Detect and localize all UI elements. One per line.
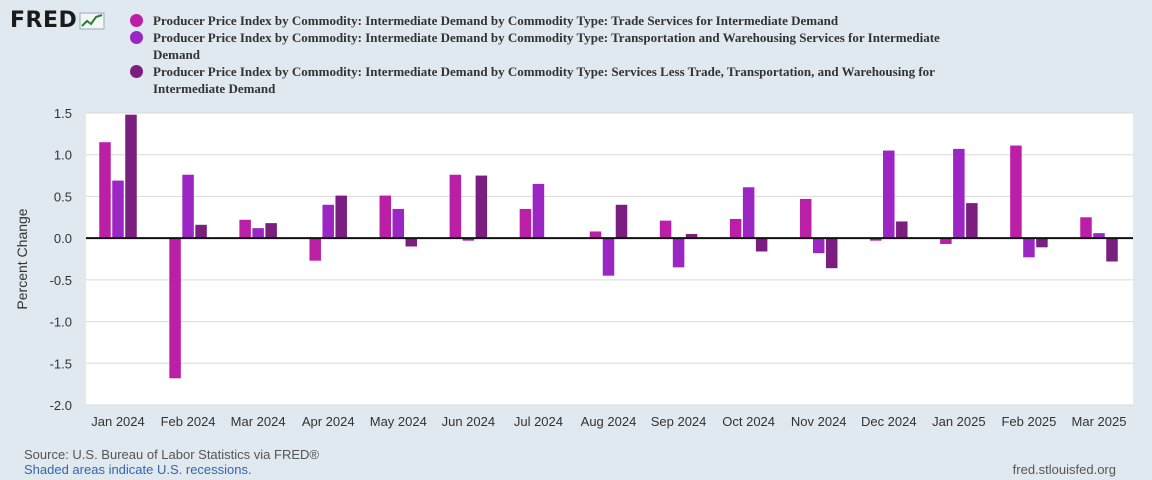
bar bbox=[265, 223, 277, 239]
x-tick-label: Nov 2024 bbox=[791, 414, 847, 429]
y-tick-label: -1.5 bbox=[50, 356, 72, 371]
bar bbox=[755, 238, 768, 252]
bar bbox=[532, 183, 545, 239]
y-tick-label: -2.0 bbox=[50, 398, 72, 413]
bar bbox=[896, 221, 908, 239]
legend-dot-icon bbox=[130, 31, 143, 44]
x-tick-label: Mar 2024 bbox=[231, 414, 286, 429]
x-tick-label: Aug 2024 bbox=[581, 414, 637, 429]
y-tick-label: -0.5 bbox=[50, 273, 72, 288]
bar bbox=[169, 238, 181, 379]
fred-url-link[interactable]: fred.stlouisfed.org bbox=[1012, 462, 1116, 477]
bar bbox=[966, 203, 978, 239]
x-tick-label: Jan 2025 bbox=[932, 414, 986, 429]
bar bbox=[405, 238, 418, 247]
bar bbox=[195, 224, 207, 239]
bar bbox=[449, 174, 462, 239]
legend-label-line1: Producer Price Index by Commodity: Inter… bbox=[153, 30, 940, 45]
bar bbox=[125, 114, 137, 239]
x-tick-label: Apr 2024 bbox=[302, 414, 355, 429]
source-note: Source: U.S. Bureau of Labor Statistics … bbox=[24, 447, 319, 462]
legend-label-line1: Producer Price Index by Commodity: Inter… bbox=[153, 64, 935, 79]
bar bbox=[1023, 238, 1035, 258]
x-tick-label: Dec 2024 bbox=[861, 414, 917, 429]
legend-item-trade-services[interactable]: Producer Price Index by Commodity: Inter… bbox=[130, 12, 1010, 29]
legend-label-line2: Demand bbox=[153, 47, 200, 62]
bar bbox=[940, 238, 952, 244]
y-tick-label: -1.0 bbox=[50, 315, 72, 330]
bar bbox=[392, 208, 405, 239]
bar bbox=[615, 204, 628, 239]
y-tick-label: 1.5 bbox=[54, 106, 72, 121]
bar-chart[interactable]: 1.5 1.0 0.5 0.0 -0.5 -1.0 -1.5 -2.0 Percent Chan… bbox=[0, 0, 1152, 440]
legend-label-line1: Producer Price Index by Commodity: Inter… bbox=[153, 13, 839, 28]
y-tick-label: 0.0 bbox=[54, 231, 72, 246]
bar bbox=[953, 148, 965, 239]
bar bbox=[602, 238, 615, 276]
recession-note: Shaded areas indicate U.S. recessions. bbox=[24, 462, 252, 477]
chart-legend: Producer Price Index by Commodity: Inter… bbox=[130, 12, 1010, 97]
fred-logo-text: FRED bbox=[10, 8, 78, 33]
bar bbox=[812, 238, 825, 254]
bar bbox=[252, 228, 264, 239]
bar bbox=[883, 150, 895, 239]
bar bbox=[322, 204, 334, 239]
y-tick-label: 1.0 bbox=[54, 148, 72, 163]
x-tick-label: Jun 2024 bbox=[442, 414, 496, 429]
y-tick-label: 0.5 bbox=[54, 189, 72, 204]
x-tick-label: Mar 2025 bbox=[1072, 414, 1127, 429]
bar bbox=[659, 220, 672, 239]
bar bbox=[182, 174, 194, 239]
x-tick-label: Jan 2024 bbox=[91, 414, 145, 429]
bar bbox=[112, 180, 124, 239]
bar bbox=[729, 218, 742, 239]
x-tick-label: May 2024 bbox=[370, 414, 427, 429]
fred-logo[interactable]: FRED bbox=[10, 8, 105, 33]
bar bbox=[1080, 217, 1092, 239]
legend-dot-icon bbox=[130, 65, 143, 78]
bar bbox=[799, 198, 812, 239]
x-tick-label: Jul 2024 bbox=[514, 414, 563, 429]
x-tick-label: Sep 2024 bbox=[651, 414, 707, 429]
bar bbox=[309, 238, 321, 261]
bar bbox=[1036, 238, 1048, 248]
legend-label-line2: Intermediate Demand bbox=[153, 81, 276, 96]
legend-dot-icon bbox=[130, 14, 143, 27]
bar bbox=[742, 187, 755, 239]
legend-item-services-less-trade[interactable]: Producer Price Index by Commodity: Inter… bbox=[130, 63, 1010, 97]
bar bbox=[475, 175, 488, 239]
bar bbox=[685, 233, 698, 239]
bar bbox=[589, 231, 602, 239]
bar bbox=[825, 238, 838, 269]
bar bbox=[462, 238, 475, 241]
bar bbox=[99, 142, 111, 239]
bar bbox=[239, 219, 251, 239]
bar bbox=[335, 195, 347, 239]
y-axis-title: Percent Change bbox=[14, 208, 30, 309]
bar bbox=[1093, 233, 1105, 239]
x-tick-label: Oct 2024 bbox=[722, 414, 775, 429]
x-tick-label: Feb 2025 bbox=[1001, 414, 1056, 429]
x-tick-label: Feb 2024 bbox=[161, 414, 216, 429]
chart-line-icon bbox=[79, 12, 105, 29]
bar bbox=[519, 208, 532, 239]
bar bbox=[1106, 238, 1118, 262]
legend-item-transportation-warehousing[interactable]: Producer Price Index by Commodity: Inter… bbox=[130, 29, 1010, 63]
bar bbox=[1010, 145, 1022, 239]
bar bbox=[379, 195, 392, 239]
bar bbox=[870, 238, 882, 241]
bar bbox=[672, 238, 685, 268]
